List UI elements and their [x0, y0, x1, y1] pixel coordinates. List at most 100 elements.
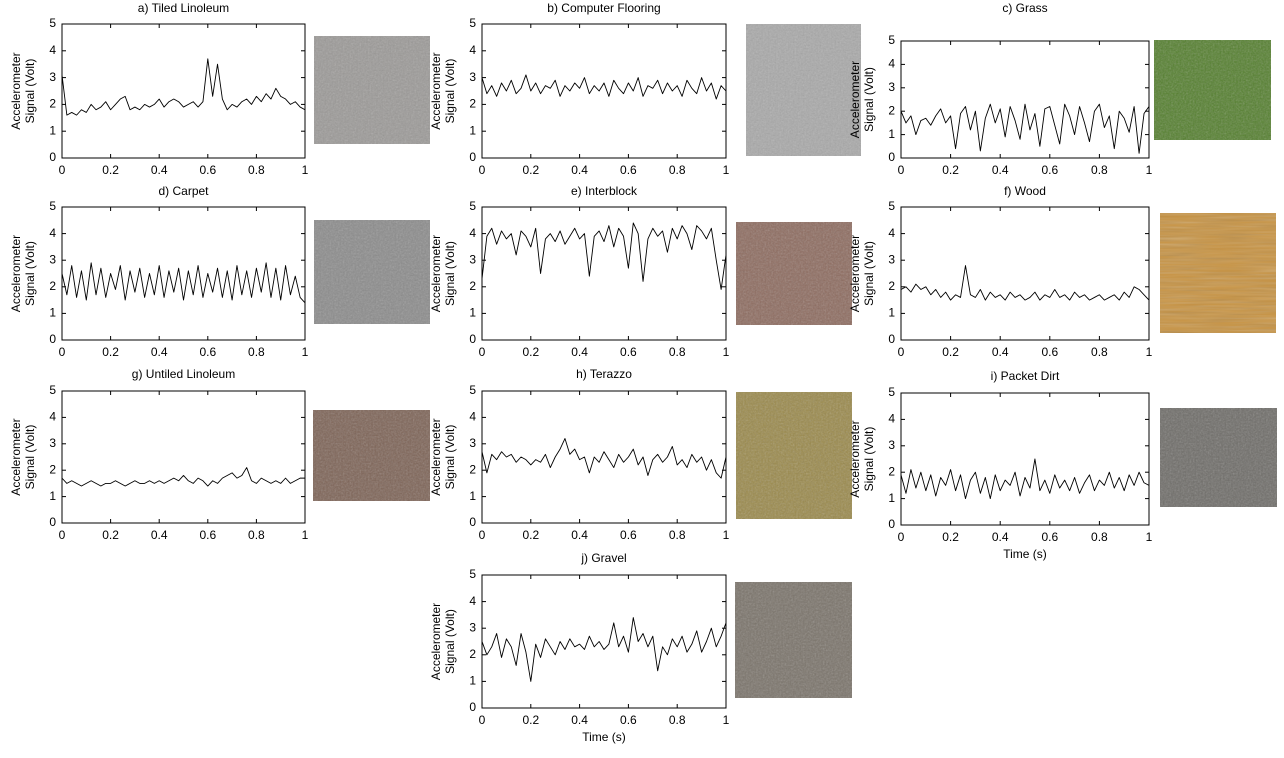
y-tick-label: 4 — [888, 412, 895, 426]
x-tick-label: 0.2 — [522, 345, 539, 359]
y-tick-label: 4 — [888, 226, 895, 240]
x-tick-label: 0.4 — [571, 345, 588, 359]
subplot: c) Grass Accelerometer Signal (Volt) 0 1 2 3 4 5… — [848, 1, 1152, 177]
x-axis-label: Time (s) — [1003, 547, 1047, 561]
y-tick-label: 1 — [469, 674, 476, 688]
y-axis-label: Accelerometer — [429, 235, 443, 312]
texture-grain — [1160, 408, 1277, 507]
subplot: g) Untiled Linoleum Accelerometer Signal (… — [9, 367, 308, 542]
y-tick-label: 5 — [49, 383, 56, 397]
y-tick-label: 1 — [888, 306, 895, 320]
y-tick-label: 5 — [888, 385, 895, 399]
y-tick-label: 2 — [469, 97, 476, 111]
y-axis-label: Signal (Volt) — [862, 427, 876, 492]
x-tick-label: 0.4 — [151, 345, 168, 359]
y-axis-label: Signal (Volt) — [862, 67, 876, 132]
x-tick-label: 0.8 — [669, 163, 686, 177]
plot-frame — [900, 40, 1150, 159]
y-tick-label: 5 — [888, 199, 895, 213]
x-tick-label: 0.8 — [248, 528, 265, 542]
x-tick-label: 0.2 — [522, 528, 539, 542]
y-tick-label: 5 — [469, 383, 476, 397]
x-tick-label: 0.2 — [102, 345, 119, 359]
y-tick-label: 0 — [888, 150, 895, 164]
y-tick-label: 0 — [469, 150, 476, 164]
y-tick-label: 2 — [49, 97, 56, 111]
x-axis-label: Time (s) — [582, 730, 626, 744]
y-tick-label: 1 — [49, 123, 56, 137]
x-tick-label: 1 — [1146, 530, 1153, 544]
x-tick-label: 0.2 — [942, 530, 959, 544]
subplot-title: a) Tiled Linoleum — [138, 1, 229, 15]
y-axis-label: Signal (Volt) — [23, 425, 37, 490]
x-tick-label: 0.4 — [992, 163, 1009, 177]
y-tick-label: 1 — [49, 489, 56, 503]
x-tick-label: 0.6 — [1041, 163, 1058, 177]
y-axis-label: Signal (Volt) — [862, 241, 876, 306]
x-tick-label: 0 — [479, 713, 486, 727]
y-tick-label: 1 — [469, 489, 476, 503]
texture-grain — [1154, 40, 1271, 140]
y-tick-label: 3 — [49, 70, 56, 84]
x-tick-label: 0.4 — [571, 713, 588, 727]
y-tick-label: 3 — [469, 436, 476, 450]
x-tick-label: 1 — [302, 528, 309, 542]
plot-frame — [900, 392, 1150, 526]
plot-frame — [61, 206, 306, 341]
y-tick-label: 2 — [49, 462, 56, 476]
x-tick-label: 0.2 — [102, 528, 119, 542]
y-tick-label: 1 — [888, 491, 895, 505]
x-tick-label: 0.8 — [1091, 163, 1108, 177]
y-tick-label: 3 — [469, 252, 476, 266]
signal-line — [61, 467, 305, 487]
subplot-title: j) Gravel — [580, 551, 626, 565]
y-tick-label: 2 — [469, 462, 476, 476]
x-tick-label: 0 — [479, 163, 486, 177]
subplot: b) Computer Flooring Accelerometer Signal … — [429, 1, 729, 177]
y-tick-label: 0 — [888, 517, 895, 531]
y-tick-label: 2 — [469, 279, 476, 293]
texture-grain — [314, 220, 430, 324]
y-axis-label: Accelerometer — [429, 603, 443, 680]
subplot-title: b) Computer Flooring — [547, 1, 660, 15]
x-tick-label: 0.4 — [151, 163, 168, 177]
signal-line — [900, 458, 1150, 500]
x-tick-label: 0.2 — [522, 713, 539, 727]
subplot: j) Gravel Accelerometer Signal (Volt) Time … — [429, 551, 729, 744]
y-axis-label: Signal (Volt) — [23, 241, 37, 306]
signal-line — [481, 438, 727, 479]
x-tick-label: 0.6 — [620, 528, 637, 542]
x-tick-label: 0.8 — [1091, 345, 1108, 359]
y-tick-label: 3 — [49, 252, 56, 266]
x-tick-label: 0.6 — [620, 713, 637, 727]
texture-grain — [735, 582, 852, 698]
x-tick-label: 0.8 — [669, 345, 686, 359]
y-tick-label: 2 — [888, 103, 895, 117]
y-axis-label: Accelerometer — [848, 235, 862, 312]
y-axis-label: Accelerometer — [429, 52, 443, 129]
subplot-title: e) Interblock — [571, 184, 638, 198]
subplot-title: f) Wood — [1004, 184, 1046, 198]
x-tick-label: 0 — [898, 163, 905, 177]
x-tick-label: 1 — [1146, 163, 1153, 177]
y-tick-label: 5 — [888, 33, 895, 47]
y-tick-label: 2 — [469, 647, 476, 661]
x-tick-label: 0.8 — [1091, 530, 1108, 544]
x-tick-label: 1 — [723, 528, 730, 542]
x-tick-label: 1 — [302, 163, 309, 177]
y-axis-label: Signal (Volt) — [23, 59, 37, 124]
y-tick-label: 2 — [888, 464, 895, 478]
x-tick-label: 0.6 — [620, 345, 637, 359]
x-tick-label: 0.8 — [669, 713, 686, 727]
y-tick-label: 0 — [49, 150, 56, 164]
subplot: a) Tiled Linoleum Accelerometer Signal (Vo… — [9, 1, 308, 177]
x-tick-label: 0 — [479, 345, 486, 359]
texture-grain — [314, 36, 430, 144]
plot-frame — [481, 390, 727, 524]
x-tick-label: 0 — [59, 345, 66, 359]
subplot-title: c) Grass — [1002, 1, 1047, 15]
y-tick-label: 0 — [888, 332, 895, 346]
x-tick-label: 1 — [1146, 345, 1153, 359]
y-tick-label: 5 — [469, 567, 476, 581]
x-tick-label: 0.4 — [151, 528, 168, 542]
